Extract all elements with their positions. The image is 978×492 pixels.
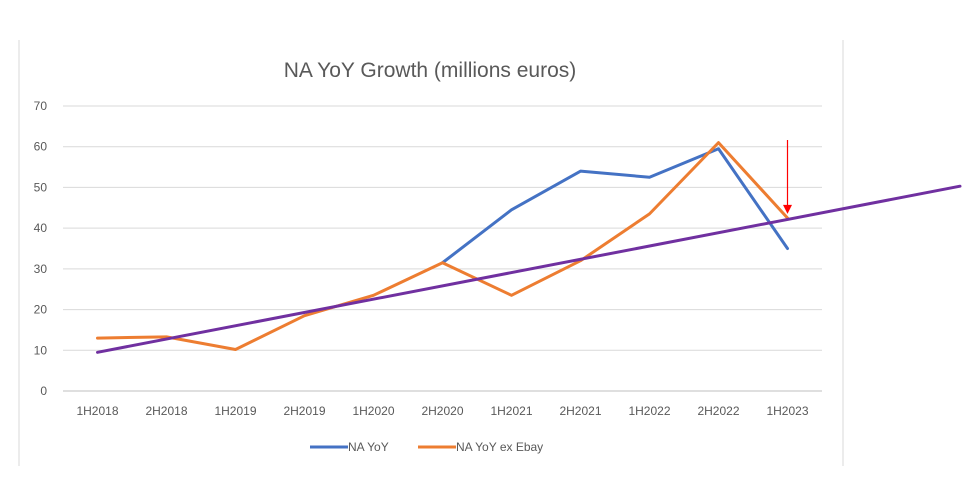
y-tick-label: 30 (34, 262, 48, 276)
y-tick-label: 60 (34, 140, 48, 154)
trendline (96, 184, 962, 354)
x-tick-label: 2H2021 (559, 404, 601, 418)
series-line-1 (441, 147, 789, 265)
x-tick-label: 1H2018 (76, 404, 118, 418)
x-tick-label: 1H2020 (352, 404, 394, 418)
x-tick-label: 1H2022 (628, 404, 670, 418)
x-tick-label: 2H2022 (697, 404, 739, 418)
x-tick-label: 1H2023 (766, 404, 808, 418)
x-tick-label: 1H2021 (490, 404, 532, 418)
y-tick-label: 70 (34, 99, 48, 113)
annotation-arrow-head (783, 204, 792, 214)
x-tick-label: 1H2019 (214, 404, 256, 418)
y-tick-label: 20 (34, 303, 48, 317)
y-tick-label: 40 (34, 221, 48, 235)
series-line-2 (96, 141, 789, 351)
x-tick-label: 2H2019 (283, 404, 325, 418)
legend-label: NA YoY (348, 440, 389, 454)
legend-label: NA YoY ex Ebay (456, 440, 543, 454)
x-axis-ticks: 1H2018 2H2018 1H2019 2H2019 1H2020 2H2020 1H20… (76, 404, 808, 418)
gridlines (63, 105, 822, 392)
y-tick-label: 0 (40, 384, 47, 398)
y-tick-label: 50 (34, 180, 48, 194)
y-axis-ticks: 0 10 20 30 40 50 60 70 (34, 99, 48, 398)
series-lines (96, 140, 962, 354)
legend: NA YoY NA YoY ex Ebay (310, 440, 543, 454)
x-tick-label: 2H2020 (421, 404, 463, 418)
chart-title: NA YoY Growth (millions euros) (284, 59, 577, 82)
x-tick-label: 2H2018 (145, 404, 187, 418)
y-tick-label: 10 (34, 343, 48, 357)
